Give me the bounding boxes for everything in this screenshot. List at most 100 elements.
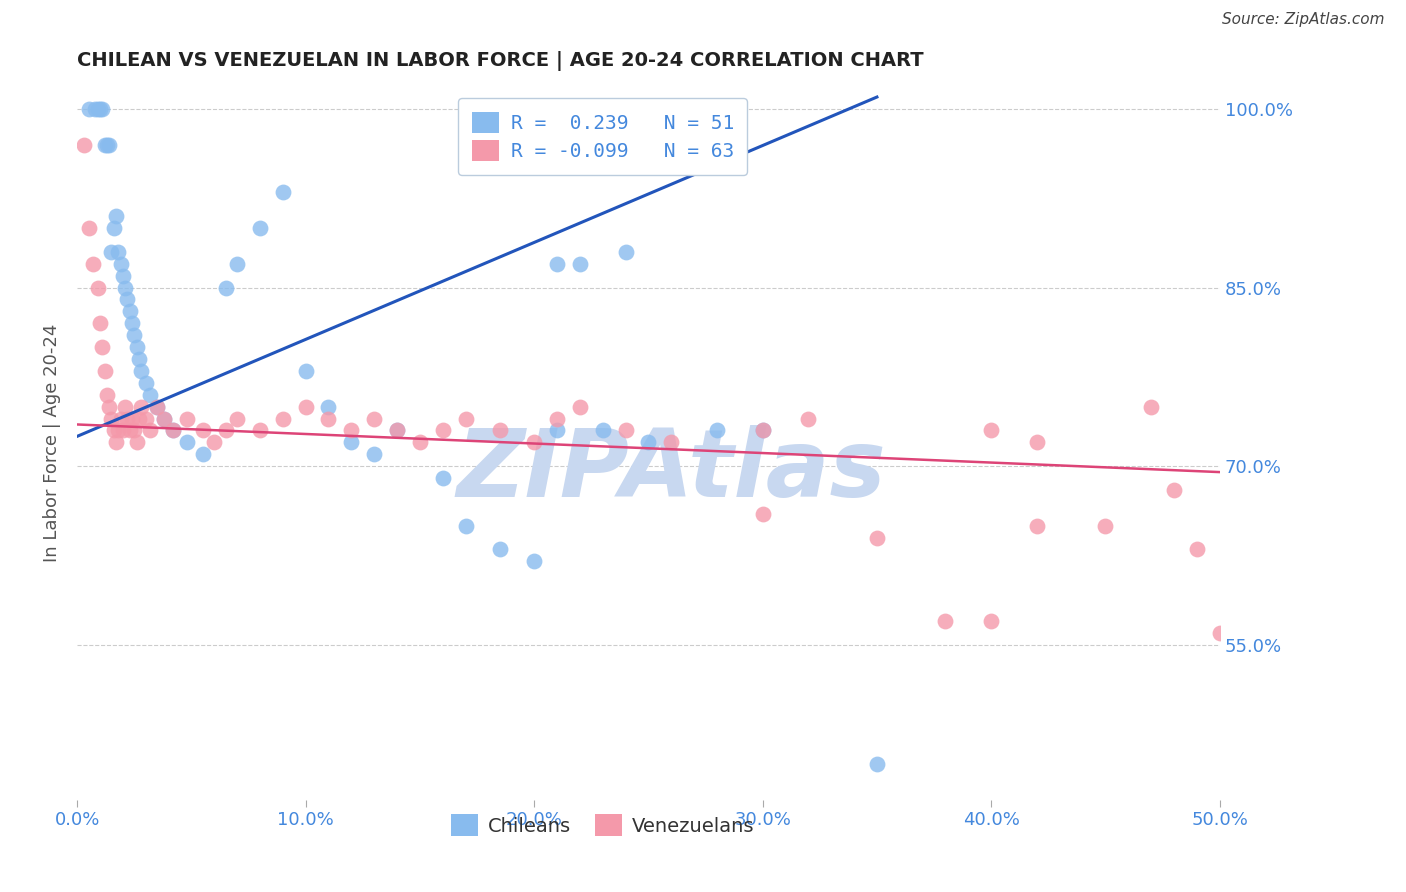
Point — [546, 257, 568, 271]
Point — [340, 424, 363, 438]
Point — [1140, 400, 1163, 414]
Point — [98, 137, 121, 152]
Point — [568, 257, 591, 271]
Point — [751, 424, 773, 438]
Point — [82, 257, 104, 271]
Point — [176, 435, 198, 450]
Point — [454, 411, 477, 425]
Point — [363, 447, 385, 461]
Point — [249, 424, 271, 438]
Point — [100, 244, 122, 259]
Point — [89, 102, 111, 116]
Point — [318, 411, 340, 425]
Point — [162, 424, 184, 438]
Point — [340, 435, 363, 450]
Point — [546, 424, 568, 438]
Point — [454, 518, 477, 533]
Point — [659, 435, 682, 450]
Point — [118, 304, 141, 318]
Point — [432, 471, 454, 485]
Point — [128, 351, 150, 366]
Point — [135, 376, 157, 390]
Point — [139, 387, 162, 401]
Point — [128, 411, 150, 425]
Point — [202, 435, 225, 450]
Point — [104, 209, 127, 223]
Point — [980, 424, 1002, 438]
Point — [751, 507, 773, 521]
Point — [153, 411, 176, 425]
Point — [86, 280, 108, 294]
Point — [637, 435, 659, 450]
Point — [110, 411, 132, 425]
Point — [110, 257, 132, 271]
Point — [1163, 483, 1185, 497]
Point — [93, 137, 115, 152]
Point — [114, 280, 136, 294]
Point — [249, 221, 271, 235]
Point — [153, 411, 176, 425]
Point — [294, 364, 316, 378]
Point — [614, 424, 637, 438]
Point — [121, 316, 143, 330]
Text: ZIPAtlas: ZIPAtlas — [457, 425, 886, 516]
Point — [226, 257, 249, 271]
Point — [214, 280, 236, 294]
Point — [523, 435, 546, 450]
Point — [111, 268, 134, 283]
Point — [118, 424, 141, 438]
Point — [866, 756, 889, 771]
Point — [139, 424, 162, 438]
Point — [271, 411, 294, 425]
Point — [125, 340, 148, 354]
Point — [107, 244, 129, 259]
Text: Source: ZipAtlas.com: Source: ZipAtlas.com — [1222, 12, 1385, 27]
Point — [93, 364, 115, 378]
Point — [122, 424, 145, 438]
Point — [489, 424, 512, 438]
Point — [214, 424, 236, 438]
Point — [866, 531, 889, 545]
Point — [191, 424, 214, 438]
Point — [1209, 625, 1232, 640]
Point — [226, 411, 249, 425]
Point — [77, 221, 100, 235]
Point — [294, 400, 316, 414]
Point — [96, 387, 118, 401]
Point — [980, 614, 1002, 628]
Point — [84, 102, 107, 116]
Point — [125, 435, 148, 450]
Point — [385, 424, 408, 438]
Point — [523, 554, 546, 568]
Point — [489, 542, 512, 557]
Point — [111, 424, 134, 438]
Point — [162, 424, 184, 438]
Point — [121, 411, 143, 425]
Point — [568, 400, 591, 414]
Point — [117, 293, 139, 307]
Point — [114, 400, 136, 414]
Point — [934, 614, 956, 628]
Point — [706, 424, 728, 438]
Point — [135, 411, 157, 425]
Point — [1025, 435, 1047, 450]
Point — [592, 424, 614, 438]
Point — [100, 411, 122, 425]
Point — [146, 400, 169, 414]
Point — [103, 221, 125, 235]
Point — [91, 340, 114, 354]
Point — [546, 411, 568, 425]
Point — [432, 424, 454, 438]
Point — [146, 400, 169, 414]
Point — [1185, 542, 1208, 557]
Point — [409, 435, 432, 450]
Point — [107, 424, 129, 438]
Point — [176, 411, 198, 425]
Legend: Chileans, Venezuelans: Chileans, Venezuelans — [443, 806, 762, 844]
Point — [129, 364, 152, 378]
Point — [129, 400, 152, 414]
Point — [271, 186, 294, 200]
Point — [117, 411, 139, 425]
Point — [96, 137, 118, 152]
Point — [1094, 518, 1116, 533]
